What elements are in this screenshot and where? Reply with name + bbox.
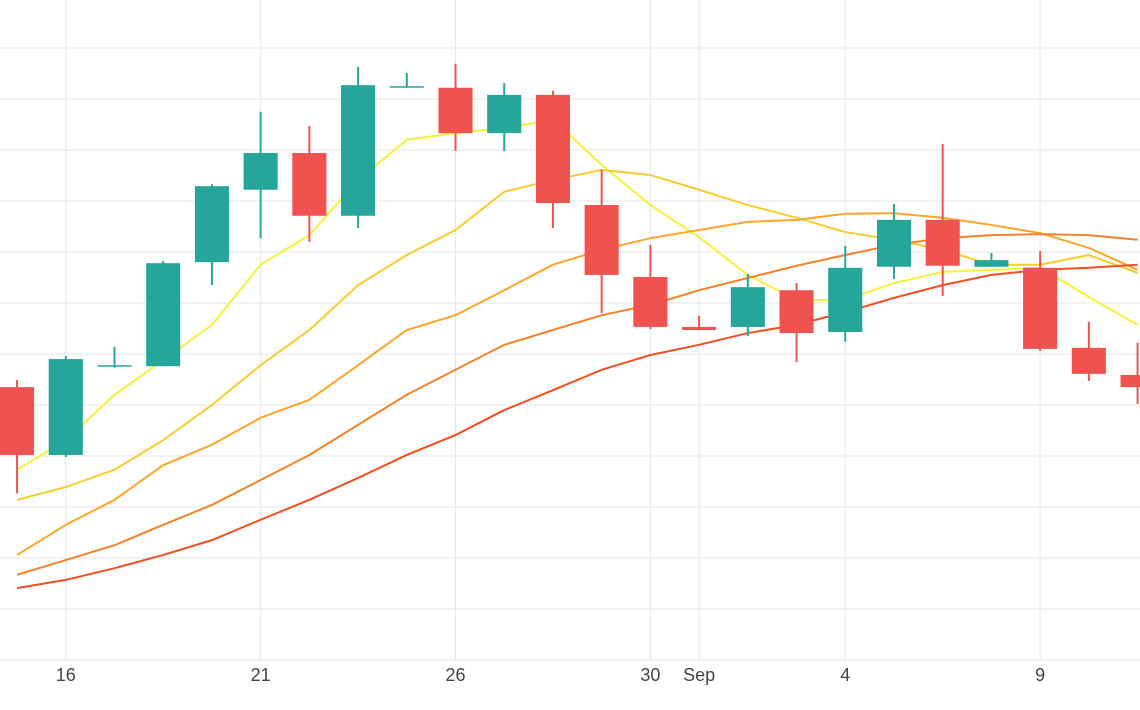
candle-body	[1071, 347, 1106, 374]
candle-body	[389, 86, 424, 88]
candle	[535, 90, 570, 228]
candle	[487, 83, 522, 151]
candle-body	[48, 359, 83, 455]
candle-body	[535, 94, 570, 203]
candle	[730, 273, 765, 337]
candle-body	[1120, 374, 1140, 388]
candle-body	[438, 87, 473, 134]
candle	[146, 261, 181, 367]
x-tick-label: 9	[1035, 665, 1045, 685]
candle-body	[97, 365, 132, 367]
moving-average-line	[16, 263, 1138, 590]
candle	[1023, 250, 1058, 351]
candle-body	[0, 387, 35, 455]
candle	[243, 111, 278, 239]
candle-body	[243, 153, 278, 190]
candle-body	[925, 219, 960, 266]
candle-body	[730, 287, 765, 327]
x-tick-label: Sep	[683, 665, 715, 685]
candle-body	[584, 205, 619, 275]
moving-average-line	[16, 233, 1138, 576]
candle	[438, 63, 473, 151]
candle	[97, 346, 132, 368]
moving-average-line	[16, 168, 1138, 501]
candle-body	[682, 326, 717, 330]
candle	[1071, 321, 1106, 382]
candle-body	[487, 94, 522, 134]
x-tick-label: 16	[56, 665, 76, 685]
candle-body	[633, 276, 668, 327]
candle-body	[194, 186, 229, 263]
candle	[682, 315, 717, 330]
candle	[48, 356, 83, 458]
candle	[925, 143, 960, 296]
candle	[389, 72, 424, 88]
candle	[779, 283, 814, 363]
x-tick-label: 21	[251, 665, 271, 685]
x-tick-label: 26	[445, 665, 465, 685]
candle	[584, 169, 619, 314]
candle	[194, 184, 229, 286]
candle	[633, 244, 668, 329]
candle-body	[146, 263, 181, 367]
candle-body	[876, 219, 912, 267]
candle-body	[292, 153, 327, 216]
candle-body	[341, 85, 376, 216]
candle-body	[1023, 267, 1058, 349]
candle	[341, 66, 376, 228]
candle-body	[828, 267, 863, 333]
candle	[292, 125, 327, 242]
candle-body	[779, 290, 814, 334]
moving-average-line	[16, 118, 1139, 471]
candle	[0, 379, 35, 494]
candle	[1120, 342, 1140, 404]
x-tick-label: 30	[640, 665, 660, 685]
candle	[974, 252, 1009, 267]
moving-average-line	[16, 212, 1138, 556]
candle	[828, 245, 863, 342]
candle-body	[974, 260, 1009, 267]
x-tick-label: 4	[840, 665, 850, 685]
candle	[876, 204, 912, 279]
